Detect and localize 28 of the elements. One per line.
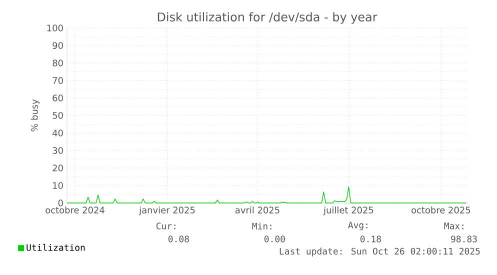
- text: Cur:: [156, 222, 176, 230]
- y-tick-label: 10: [53, 182, 63, 189]
- legend-label: Utilization: [26, 244, 85, 251]
- text: 0.08: [168, 236, 189, 242]
- x-tick-label: octobre 2025: [412, 206, 470, 214]
- x-tick-label: janvier 2025: [138, 206, 195, 216]
- y-tick-label: 90: [52, 42, 63, 49]
- y-tick-label: 70: [52, 77, 63, 84]
- x-tick-label: juillet 2025: [323, 206, 374, 216]
- text: 0.00: [264, 236, 285, 242]
- y-tick-label: 40: [52, 130, 63, 136]
- y-tick-label: 0: [58, 200, 63, 206]
- text: Last update: Sun Oct 26 02:00:11 2025: [280, 248, 480, 256]
- y-tick-label: 20: [52, 164, 63, 172]
- y-tick-label: 60: [52, 94, 63, 102]
- chart-title: Disk utilization for /dev/sda - by year: [158, 12, 378, 24]
- y-axis-title: % busy: [30, 99, 40, 132]
- y-tick-label: 80: [52, 60, 63, 66]
- y-tick-label: 30: [52, 147, 63, 154]
- text: Min:: [252, 222, 272, 230]
- text: 0.18: [360, 236, 381, 242]
- y-tick-label: 100: [47, 24, 63, 32]
- x-tick-label: avril 2025: [235, 206, 280, 214]
- x-tick-label: octobre 2024: [46, 206, 104, 214]
- text: 98.83: [451, 236, 477, 242]
- y-tick-label: 50: [52, 112, 63, 119]
- text: Max:: [444, 222, 464, 230]
- text: Avg:: [348, 222, 368, 230]
